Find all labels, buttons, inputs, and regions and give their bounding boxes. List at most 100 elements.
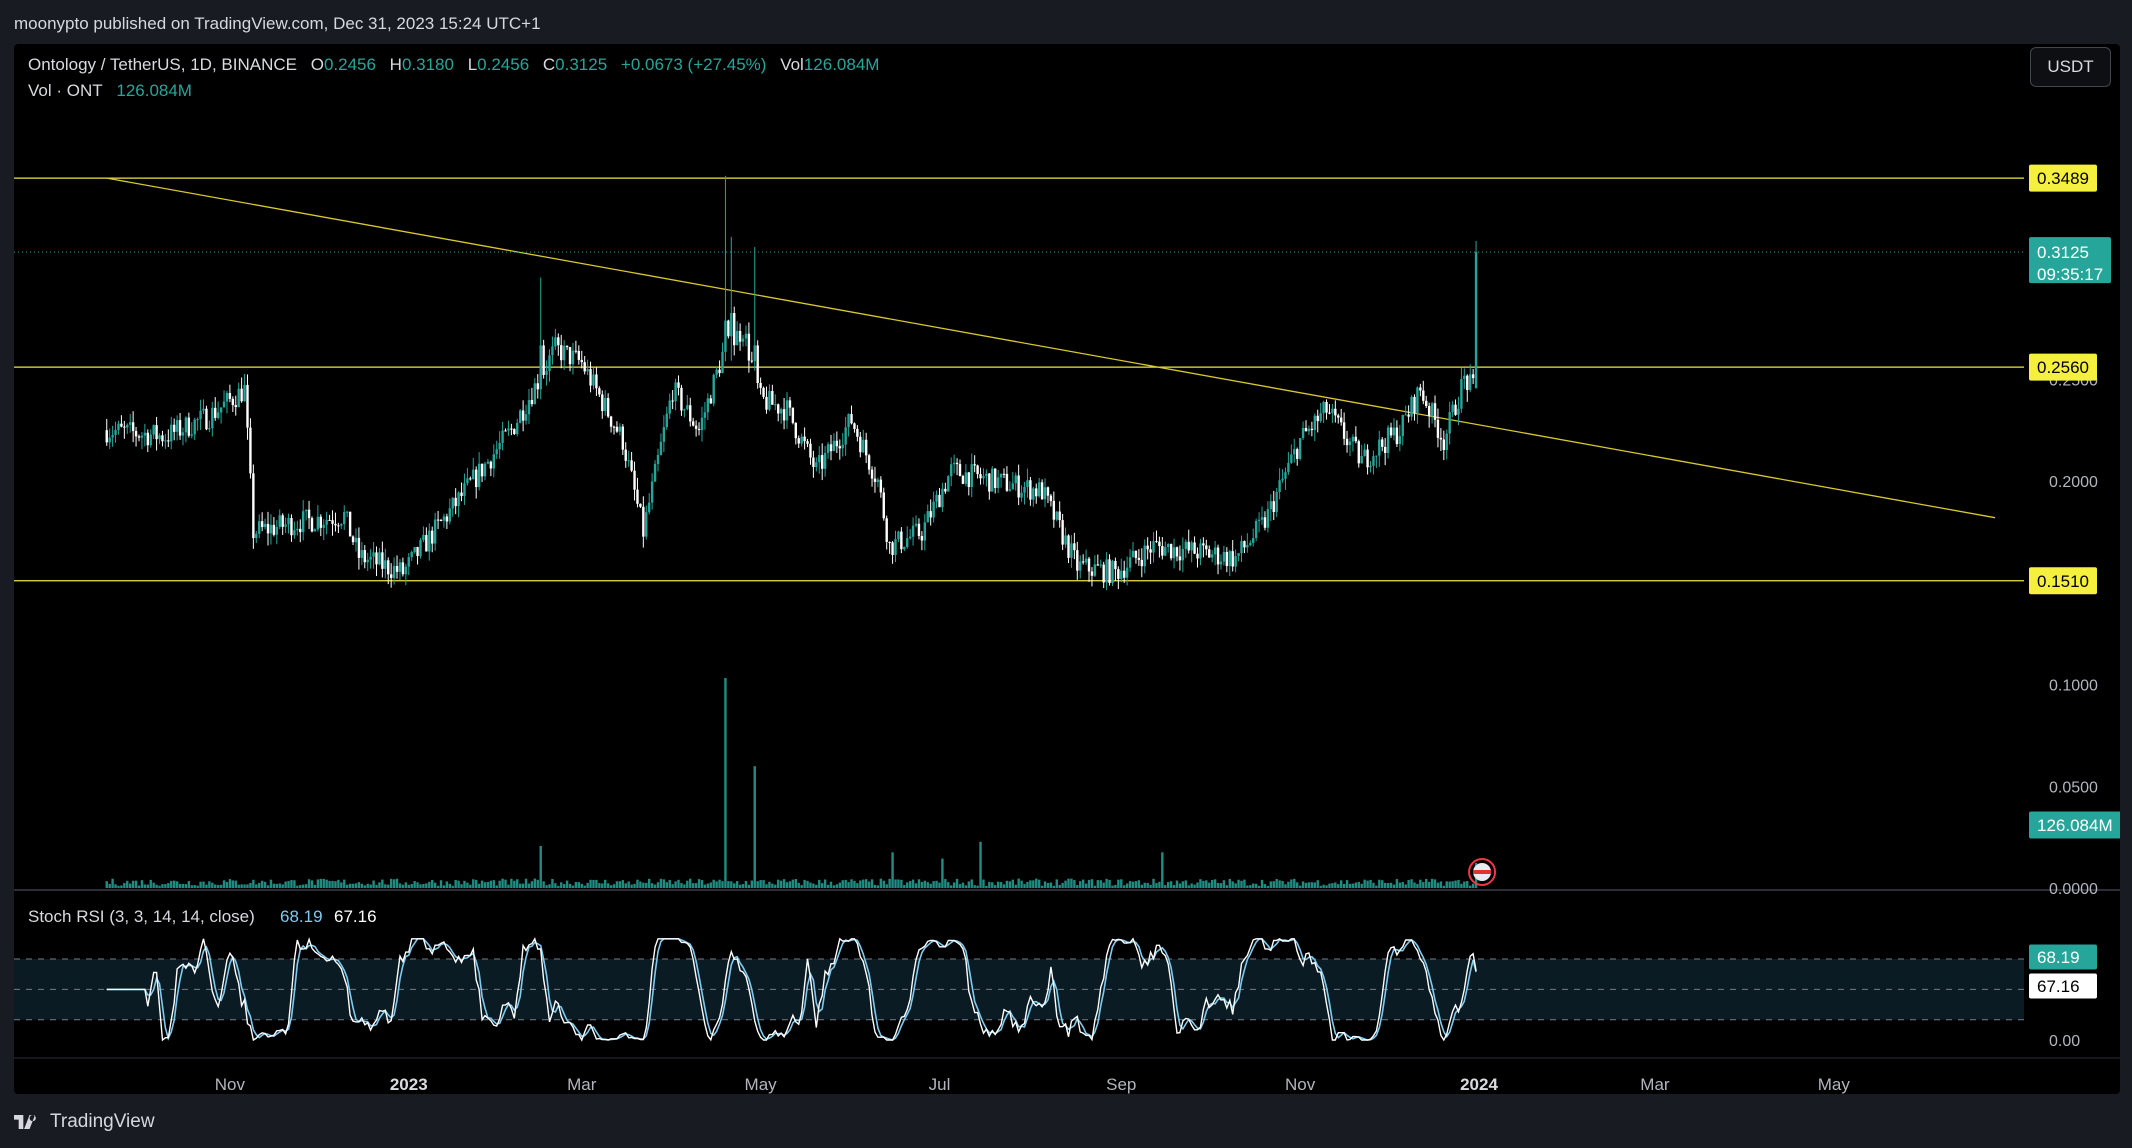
candle-body bbox=[1105, 559, 1108, 583]
candle-body bbox=[1014, 475, 1017, 484]
candle-body bbox=[979, 474, 982, 479]
volume-bar bbox=[1375, 885, 1378, 888]
volume-indicator-name[interactable]: Vol · ONT bbox=[28, 81, 103, 100]
candle-body bbox=[1099, 564, 1102, 566]
volume-bar bbox=[873, 884, 877, 888]
volume-bar bbox=[1164, 885, 1167, 888]
candle-body bbox=[923, 522, 927, 541]
time-tick-label: May bbox=[745, 1075, 778, 1094]
volume-bar bbox=[914, 883, 918, 888]
volume-bar bbox=[730, 881, 733, 888]
volume-bar bbox=[741, 884, 745, 888]
footer-brand[interactable]: TradingView bbox=[14, 1106, 155, 1138]
volume-bar bbox=[1442, 885, 1446, 888]
volume-bar bbox=[976, 885, 979, 888]
chart-canvas[interactable]: 0.25000.20000.10000.05000.00000.34890.25… bbox=[14, 44, 2120, 1094]
volume-bar bbox=[1017, 878, 1020, 888]
candle-body bbox=[322, 524, 325, 528]
candle-body bbox=[366, 559, 369, 563]
candle-body bbox=[474, 469, 478, 488]
volume-bar bbox=[1407, 879, 1410, 888]
volume-bar bbox=[624, 883, 627, 888]
candle-body bbox=[768, 390, 771, 410]
volume-bar bbox=[797, 882, 800, 888]
volume-bar bbox=[445, 881, 449, 888]
candle-body bbox=[806, 441, 809, 444]
volume-bar bbox=[1298, 885, 1302, 888]
candle-body bbox=[1419, 387, 1422, 391]
candle-body bbox=[1172, 547, 1176, 559]
candle-body bbox=[1111, 561, 1114, 584]
volume-bar bbox=[1269, 881, 1273, 888]
candle-body bbox=[1213, 547, 1217, 555]
volume-bar bbox=[381, 879, 384, 888]
candle-body bbox=[1193, 542, 1196, 554]
candle-body bbox=[184, 417, 188, 433]
candle-body bbox=[850, 414, 853, 424]
candle-body bbox=[1049, 495, 1053, 501]
candle-body bbox=[1143, 545, 1146, 567]
candle-body bbox=[917, 523, 921, 537]
candle-body bbox=[999, 473, 1003, 478]
volume-bar bbox=[351, 883, 355, 888]
volume-bar bbox=[1049, 882, 1053, 888]
symbol-title[interactable]: Ontology / TetherUS, 1D, BINANCE bbox=[28, 55, 297, 74]
currency-button[interactable]: USDT bbox=[2030, 47, 2111, 87]
candle-body bbox=[1108, 559, 1111, 584]
volume-bar bbox=[897, 879, 900, 888]
volume-bar bbox=[498, 880, 501, 888]
volume-bar bbox=[337, 879, 340, 888]
event-marker-ring bbox=[1468, 858, 1497, 886]
volume-bar bbox=[1120, 879, 1123, 888]
volume-bar bbox=[1389, 882, 1393, 888]
candle-body bbox=[733, 313, 736, 346]
candle-body bbox=[419, 540, 422, 557]
candle-body bbox=[894, 539, 897, 555]
volume-bar bbox=[1052, 885, 1056, 888]
volume-bar bbox=[551, 878, 554, 888]
volume-bar bbox=[1222, 880, 1226, 888]
volume-bar bbox=[211, 882, 214, 888]
chart-frame[interactable]: 0.2500 0.2000 0.1000 0.0500 0.0000 0.3489 0.25… bbox=[14, 44, 2120, 1094]
volume-bar bbox=[469, 884, 472, 888]
candle-body bbox=[982, 476, 985, 479]
candle-body bbox=[753, 345, 756, 362]
volume-bar bbox=[542, 881, 545, 888]
volume-bar bbox=[838, 882, 841, 888]
candle-body bbox=[1064, 535, 1067, 545]
volume-bar bbox=[126, 880, 129, 888]
volume-bar bbox=[1310, 882, 1314, 888]
candle-body bbox=[1310, 428, 1314, 431]
candle-body bbox=[1281, 478, 1284, 481]
candle-body bbox=[1328, 412, 1331, 414]
volume-bar bbox=[964, 885, 968, 888]
candle-body bbox=[1381, 439, 1384, 447]
candle-body bbox=[181, 432, 185, 436]
volume-bar bbox=[961, 882, 965, 888]
candle-body bbox=[703, 412, 707, 418]
candle-body bbox=[1474, 252, 1478, 389]
volume-bar bbox=[1392, 884, 1396, 888]
candle-body bbox=[337, 525, 340, 527]
volume-bar bbox=[1161, 852, 1164, 888]
volume-bar bbox=[120, 885, 123, 888]
candle-body bbox=[483, 463, 487, 477]
candle-body bbox=[706, 398, 710, 413]
volume-bar bbox=[952, 882, 956, 888]
candle-body bbox=[1166, 544, 1170, 548]
volume-bar bbox=[513, 880, 516, 888]
candle-body bbox=[460, 492, 463, 497]
candle-body bbox=[1366, 449, 1369, 468]
candle-body bbox=[862, 439, 865, 453]
candle-body bbox=[1070, 543, 1073, 558]
candle-body bbox=[457, 492, 460, 507]
volume-bar bbox=[1369, 879, 1372, 888]
volume-bar bbox=[680, 883, 683, 888]
candle-body bbox=[1125, 567, 1129, 578]
candle-body bbox=[721, 351, 724, 374]
candle-body bbox=[1128, 557, 1132, 568]
volume-bar bbox=[709, 882, 712, 888]
volume-bar bbox=[671, 884, 674, 888]
stoch-d-value: 67.16 bbox=[334, 907, 377, 926]
candle-body bbox=[146, 432, 149, 446]
